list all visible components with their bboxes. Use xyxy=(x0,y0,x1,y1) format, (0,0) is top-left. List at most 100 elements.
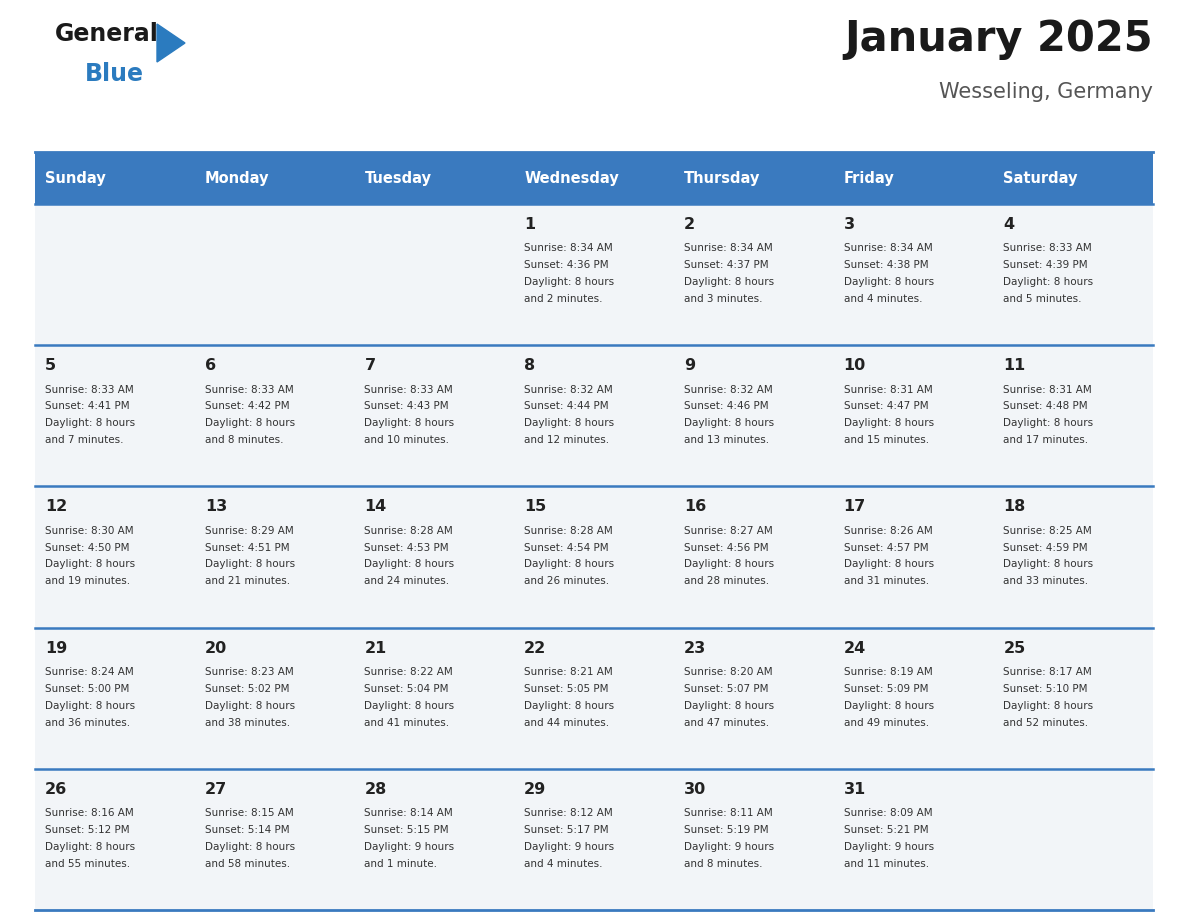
Bar xyxy=(514,152,674,204)
Text: 21: 21 xyxy=(365,641,386,655)
Text: Sunset: 4:57 PM: Sunset: 4:57 PM xyxy=(843,543,928,553)
Text: Sunset: 4:43 PM: Sunset: 4:43 PM xyxy=(365,401,449,411)
Bar xyxy=(34,768,1154,910)
Text: and 21 minutes.: and 21 minutes. xyxy=(204,577,290,587)
Text: Sunset: 5:21 PM: Sunset: 5:21 PM xyxy=(843,825,928,835)
Text: Sunrise: 8:15 AM: Sunrise: 8:15 AM xyxy=(204,809,293,818)
Text: Daylight: 8 hours: Daylight: 8 hours xyxy=(365,419,455,429)
Text: Sunrise: 8:24 AM: Sunrise: 8:24 AM xyxy=(45,667,134,677)
Text: Daylight: 8 hours: Daylight: 8 hours xyxy=(684,700,775,711)
Text: Daylight: 8 hours: Daylight: 8 hours xyxy=(204,842,295,852)
Text: Daylight: 8 hours: Daylight: 8 hours xyxy=(843,700,934,711)
Text: Sunset: 4:56 PM: Sunset: 4:56 PM xyxy=(684,543,769,553)
Text: 7: 7 xyxy=(365,358,375,374)
Text: Sunset: 5:00 PM: Sunset: 5:00 PM xyxy=(45,684,129,694)
Text: 2: 2 xyxy=(684,217,695,232)
Text: Sunrise: 8:33 AM: Sunrise: 8:33 AM xyxy=(365,385,453,395)
Text: Sunset: 5:07 PM: Sunset: 5:07 PM xyxy=(684,684,769,694)
Text: and 4 minutes.: and 4 minutes. xyxy=(524,858,602,868)
Text: 19: 19 xyxy=(45,641,68,655)
Text: Sunset: 4:54 PM: Sunset: 4:54 PM xyxy=(524,543,608,553)
Text: Daylight: 9 hours: Daylight: 9 hours xyxy=(524,842,614,852)
Text: 10: 10 xyxy=(843,358,866,374)
Text: Sunrise: 8:34 AM: Sunrise: 8:34 AM xyxy=(684,243,772,253)
Text: Sunrise: 8:32 AM: Sunrise: 8:32 AM xyxy=(524,385,613,395)
Text: Daylight: 8 hours: Daylight: 8 hours xyxy=(204,559,295,569)
Text: Sunrise: 8:32 AM: Sunrise: 8:32 AM xyxy=(684,385,772,395)
Text: 18: 18 xyxy=(1004,499,1025,514)
Text: Daylight: 8 hours: Daylight: 8 hours xyxy=(204,700,295,711)
Text: Daylight: 8 hours: Daylight: 8 hours xyxy=(45,842,135,852)
Bar xyxy=(993,152,1154,204)
Text: Sunrise: 8:22 AM: Sunrise: 8:22 AM xyxy=(365,667,453,677)
Text: 16: 16 xyxy=(684,499,706,514)
Bar xyxy=(195,152,354,204)
Text: Daylight: 8 hours: Daylight: 8 hours xyxy=(843,277,934,287)
Text: Daylight: 8 hours: Daylight: 8 hours xyxy=(524,700,614,711)
Text: 30: 30 xyxy=(684,782,706,797)
Text: Daylight: 9 hours: Daylight: 9 hours xyxy=(843,842,934,852)
Text: Tuesday: Tuesday xyxy=(365,171,431,185)
Text: Saturday: Saturday xyxy=(1004,171,1078,185)
Text: Sunrise: 8:16 AM: Sunrise: 8:16 AM xyxy=(45,809,134,818)
Text: 29: 29 xyxy=(524,782,546,797)
Text: Sunset: 4:53 PM: Sunset: 4:53 PM xyxy=(365,543,449,553)
Text: 22: 22 xyxy=(524,641,546,655)
Text: Sunrise: 8:34 AM: Sunrise: 8:34 AM xyxy=(843,243,933,253)
Text: Sunset: 5:12 PM: Sunset: 5:12 PM xyxy=(45,825,129,835)
Text: Sunset: 4:47 PM: Sunset: 4:47 PM xyxy=(843,401,928,411)
Text: 11: 11 xyxy=(1004,358,1025,374)
Text: and 47 minutes.: and 47 minutes. xyxy=(684,718,769,727)
Text: Sunset: 4:48 PM: Sunset: 4:48 PM xyxy=(1004,401,1088,411)
Text: Sunset: 5:05 PM: Sunset: 5:05 PM xyxy=(524,684,608,694)
Text: Daylight: 8 hours: Daylight: 8 hours xyxy=(365,559,455,569)
Text: Sunset: 5:10 PM: Sunset: 5:10 PM xyxy=(1004,684,1088,694)
Text: Sunset: 4:36 PM: Sunset: 4:36 PM xyxy=(524,261,608,270)
Text: Daylight: 8 hours: Daylight: 8 hours xyxy=(524,419,614,429)
Text: 14: 14 xyxy=(365,499,386,514)
Text: Sunrise: 8:25 AM: Sunrise: 8:25 AM xyxy=(1004,526,1092,536)
Text: Daylight: 8 hours: Daylight: 8 hours xyxy=(45,559,135,569)
Text: and 24 minutes.: and 24 minutes. xyxy=(365,577,449,587)
Text: 31: 31 xyxy=(843,782,866,797)
Text: Wesseling, Germany: Wesseling, Germany xyxy=(939,82,1154,102)
Text: Sunset: 5:04 PM: Sunset: 5:04 PM xyxy=(365,684,449,694)
Text: Sunrise: 8:12 AM: Sunrise: 8:12 AM xyxy=(524,809,613,818)
Text: Sunrise: 8:23 AM: Sunrise: 8:23 AM xyxy=(204,667,293,677)
Text: Daylight: 8 hours: Daylight: 8 hours xyxy=(1004,419,1093,429)
Text: Daylight: 8 hours: Daylight: 8 hours xyxy=(843,419,934,429)
Text: 1: 1 xyxy=(524,217,536,232)
Text: Sunset: 4:50 PM: Sunset: 4:50 PM xyxy=(45,543,129,553)
Bar xyxy=(354,152,514,204)
Text: Sunrise: 8:33 AM: Sunrise: 8:33 AM xyxy=(204,385,293,395)
Text: Sunrise: 8:14 AM: Sunrise: 8:14 AM xyxy=(365,809,453,818)
Text: and 7 minutes.: and 7 minutes. xyxy=(45,435,124,445)
Bar xyxy=(34,628,1154,768)
Text: Sunset: 5:09 PM: Sunset: 5:09 PM xyxy=(843,684,928,694)
Text: Sunset: 4:51 PM: Sunset: 4:51 PM xyxy=(204,543,290,553)
Text: Daylight: 9 hours: Daylight: 9 hours xyxy=(365,842,455,852)
Text: Daylight: 8 hours: Daylight: 8 hours xyxy=(684,559,775,569)
Polygon shape xyxy=(157,24,185,62)
Text: and 58 minutes.: and 58 minutes. xyxy=(204,858,290,868)
Text: Sunset: 5:17 PM: Sunset: 5:17 PM xyxy=(524,825,608,835)
Text: 4: 4 xyxy=(1004,217,1015,232)
Text: and 19 minutes.: and 19 minutes. xyxy=(45,577,131,587)
Text: Daylight: 9 hours: Daylight: 9 hours xyxy=(684,842,775,852)
Text: Sunrise: 8:30 AM: Sunrise: 8:30 AM xyxy=(45,526,133,536)
Text: Daylight: 8 hours: Daylight: 8 hours xyxy=(684,419,775,429)
Text: 25: 25 xyxy=(1004,641,1025,655)
Text: 13: 13 xyxy=(204,499,227,514)
Text: and 38 minutes.: and 38 minutes. xyxy=(204,718,290,727)
Text: Sunrise: 8:26 AM: Sunrise: 8:26 AM xyxy=(843,526,933,536)
Text: and 11 minutes.: and 11 minutes. xyxy=(843,858,929,868)
Text: Sunrise: 8:31 AM: Sunrise: 8:31 AM xyxy=(1004,385,1092,395)
Text: Sunset: 4:44 PM: Sunset: 4:44 PM xyxy=(524,401,608,411)
Text: Sunset: 4:59 PM: Sunset: 4:59 PM xyxy=(1004,543,1088,553)
Text: Sunrise: 8:33 AM: Sunrise: 8:33 AM xyxy=(1004,243,1092,253)
Text: and 17 minutes.: and 17 minutes. xyxy=(1004,435,1088,445)
Text: Sunrise: 8:28 AM: Sunrise: 8:28 AM xyxy=(524,526,613,536)
Bar xyxy=(34,487,1154,628)
Text: and 15 minutes.: and 15 minutes. xyxy=(843,435,929,445)
Text: Wednesday: Wednesday xyxy=(524,171,619,185)
